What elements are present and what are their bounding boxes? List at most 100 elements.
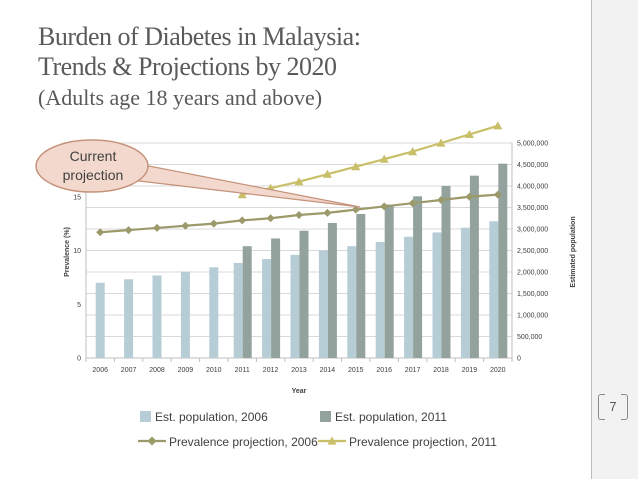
legend-est-population-2011-swatch (320, 411, 331, 422)
callout-line-2: projection (62, 167, 124, 183)
bar-2006-2020 (489, 221, 499, 358)
legend-prevalence-2011-swatch-marker (327, 436, 337, 445)
bar-2011-2016 (384, 204, 394, 358)
bar-2006-2011 (233, 262, 243, 358)
x-tick-label-2012: 2012 (263, 367, 279, 374)
page-bracket-right (621, 394, 628, 420)
x-axis-title: Year (292, 388, 307, 395)
right-tick-label-7: 3,500,000 (517, 205, 548, 212)
callout-line-1: Current (69, 148, 117, 164)
bar-2006-2007 (124, 279, 134, 358)
prevalence-2006-point-2006 (96, 228, 105, 237)
bar-2006-2018 (432, 232, 442, 358)
legend-prevalence-2006-swatch-marker (147, 436, 157, 446)
prevalence-2011-point-2019 (464, 129, 474, 138)
right-axis-title: Estimated population (570, 216, 577, 287)
left-tick-label-5: 5 (77, 302, 81, 309)
bar-2011-2014 (327, 222, 337, 358)
callout-text: Current projection (48, 147, 138, 185)
right-tick-label-4: 2,000,000 (517, 270, 548, 277)
callout-pointer (116, 159, 361, 208)
x-tick-label-2020: 2020 (490, 367, 506, 374)
x-tick-label-2015: 2015 (348, 367, 364, 374)
bar-2006-2014 (318, 250, 328, 358)
prevalence-2011-point-2017 (408, 147, 418, 156)
page-number: 7 (596, 392, 630, 422)
right-tick-label-3: 1,500,000 (517, 291, 548, 298)
x-tick-label-2019: 2019 (462, 367, 478, 374)
x-tick-label-2010: 2010 (206, 367, 222, 374)
bar-2011-2019 (469, 175, 479, 358)
right-tick-label-0: 0 (517, 356, 521, 363)
left-tick-label-0: 0 (77, 356, 81, 363)
prevalence-2011-point-2014 (322, 169, 332, 178)
right-tick-label-2: 1,000,000 (517, 313, 548, 320)
prevalence-2011-point-2011 (237, 190, 247, 199)
legend-est-population-2006-label: Est. population, 2006 (155, 410, 268, 424)
prevalence-2006-point-2009 (181, 221, 190, 230)
prevalence-2006-point-2010 (209, 219, 218, 228)
bar-2006-2016 (375, 241, 385, 358)
left-tick-label-15: 15 (73, 194, 81, 201)
prevalence-2006-point-2007 (124, 226, 133, 235)
prevalence-2006-point-2012 (266, 214, 275, 223)
prevalence-2011-point-2013 (294, 177, 304, 186)
bar-2011-2017 (413, 196, 423, 358)
prevalence-2006-point-2015 (351, 205, 360, 214)
bar-2011-2013 (299, 230, 309, 358)
title-line-1: Burden of Diabetes in Malaysia: (38, 22, 361, 51)
slide-title: Burden of Diabetes in Malaysia: Trends &… (38, 22, 558, 112)
x-tick-label-2014: 2014 (320, 367, 336, 374)
bar-2006-2012 (262, 259, 272, 358)
bar-2006-2009 (180, 271, 190, 358)
right-tick-label-8: 4,000,000 (517, 184, 548, 191)
right-tick-label-10: 5,000,000 (517, 141, 548, 148)
page-bracket-left (598, 394, 605, 420)
prevalence-2006-point-2018 (437, 195, 445, 204)
x-tick-label-2008: 2008 (149, 367, 165, 374)
legend-est-population-2006-swatch (140, 411, 151, 422)
bar-2011-2011 (242, 246, 252, 358)
right-tick-label-5: 2,500,000 (517, 248, 548, 255)
right-tick-label-1: 500,000 (517, 334, 542, 341)
prevalence-2011-line (241, 124, 499, 196)
prevalence-2006-point-2014 (323, 208, 332, 217)
left-tick-label-10: 10 (73, 248, 81, 255)
x-tick-label-2016: 2016 (376, 367, 392, 374)
bar-2006-2019 (460, 227, 470, 358)
bar-2011-2015 (356, 213, 366, 358)
bar-2006-2010 (209, 267, 219, 358)
title-line-2: Trends & Projections by 2020 (38, 52, 337, 81)
right-tick-label-9: 4,500,000 (517, 162, 548, 169)
prevalence-2006-point-2019 (465, 192, 474, 201)
bar-2011-2020 (498, 163, 508, 358)
legend-prevalence-2011-label: Prevalence projection, 2011 (349, 435, 497, 449)
right-tick-label-6: 3,000,000 (517, 227, 548, 234)
prevalence-2011-point-2016 (379, 154, 389, 163)
prevalence-2011-point-2015 (351, 162, 361, 171)
x-tick-label-2017: 2017 (405, 367, 421, 374)
bar-2006-2013 (290, 254, 300, 358)
bar-2006-2017 (404, 236, 414, 358)
prevalence-2006-point-2011 (238, 216, 247, 225)
x-tick-label-2009: 2009 (178, 367, 194, 374)
x-tick-label-2013: 2013 (291, 367, 307, 374)
bar-2006-2006 (95, 282, 105, 358)
page-number-text: 7 (609, 399, 617, 414)
prevalence-2006-point-2013 (295, 211, 303, 220)
x-tick-label-2006: 2006 (92, 367, 108, 374)
legend-est-population-2011-label: Est. population, 2011 (335, 410, 447, 424)
prevalence-2011-point-2018 (436, 138, 446, 147)
bar-2006-2008 (152, 275, 162, 358)
prevalence-2006-point-2017 (408, 199, 417, 208)
prevalence-2011-point-2020 (493, 121, 503, 130)
bar-2011-2018 (441, 186, 451, 358)
bar-2011-2012 (271, 238, 281, 358)
left-axis-title: Prevalence (%) (64, 227, 71, 277)
prevalence-2006-point-2020 (493, 190, 502, 199)
title-subtitle: (Adults age 18 years and above) (38, 85, 323, 110)
legend-prevalence-2006-label: Prevalence projection, 2006 (169, 435, 318, 449)
x-tick-label-2007: 2007 (121, 367, 137, 374)
